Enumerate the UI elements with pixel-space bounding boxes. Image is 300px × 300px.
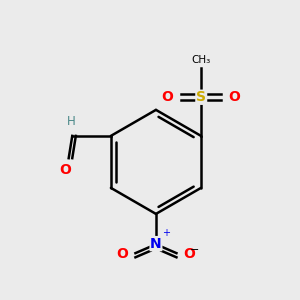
Text: H: H — [66, 116, 75, 128]
Text: O: O — [184, 247, 196, 261]
Text: S: S — [196, 90, 206, 104]
Text: N: N — [150, 237, 162, 250]
Text: O: O — [229, 90, 241, 104]
Text: CH₃: CH₃ — [191, 55, 211, 65]
Text: O: O — [161, 90, 173, 104]
Text: O: O — [59, 163, 71, 177]
Text: −: − — [190, 244, 200, 255]
Text: +: + — [163, 228, 170, 238]
Text: O: O — [116, 247, 128, 261]
